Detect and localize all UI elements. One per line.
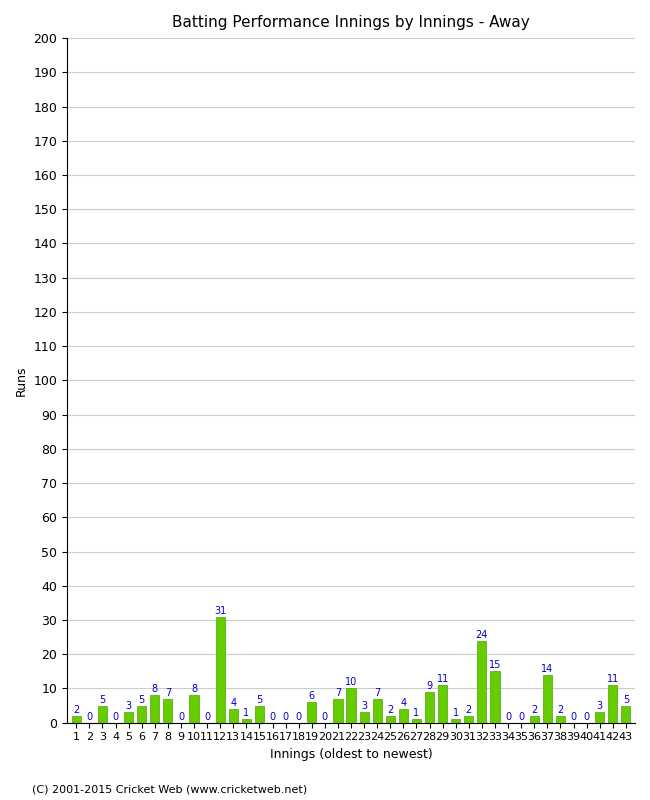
X-axis label: Innings (oldest to newest): Innings (oldest to newest) (270, 748, 432, 761)
Text: 14: 14 (541, 664, 553, 674)
Text: 8: 8 (191, 684, 197, 694)
Text: 15: 15 (489, 660, 501, 670)
Text: 3: 3 (361, 702, 367, 711)
Bar (359, 713, 369, 722)
Text: 3: 3 (597, 702, 603, 711)
Text: 0: 0 (112, 712, 119, 722)
Text: 2: 2 (387, 705, 393, 715)
Bar (346, 689, 356, 722)
Bar (72, 716, 81, 722)
Text: 4: 4 (230, 698, 237, 708)
Bar (229, 709, 238, 722)
Bar (490, 671, 500, 722)
Text: 2: 2 (531, 705, 538, 715)
Bar (477, 641, 486, 722)
Text: 4: 4 (400, 698, 406, 708)
Text: 0: 0 (571, 712, 577, 722)
Text: 7: 7 (374, 688, 380, 698)
Bar (595, 713, 604, 722)
Text: 10: 10 (345, 678, 358, 687)
Text: 9: 9 (426, 681, 433, 691)
Y-axis label: Runs: Runs (15, 365, 28, 396)
Bar (608, 685, 618, 722)
Text: 5: 5 (99, 694, 105, 705)
Text: 2: 2 (73, 705, 79, 715)
Text: 2: 2 (557, 705, 564, 715)
Text: 7: 7 (335, 688, 341, 698)
Text: 5: 5 (138, 694, 145, 705)
Text: 0: 0 (296, 712, 302, 722)
Bar (543, 674, 552, 722)
Bar (255, 706, 264, 722)
Bar (399, 709, 408, 722)
Text: 6: 6 (309, 691, 315, 701)
Bar (150, 695, 159, 722)
Bar (438, 685, 447, 722)
Text: 1: 1 (243, 708, 250, 718)
Text: 0: 0 (322, 712, 328, 722)
Bar (137, 706, 146, 722)
Text: (C) 2001-2015 Cricket Web (www.cricketweb.net): (C) 2001-2015 Cricket Web (www.cricketwe… (32, 784, 307, 794)
Text: 11: 11 (437, 674, 448, 684)
Text: 31: 31 (214, 606, 226, 615)
Text: 5: 5 (256, 694, 263, 705)
Text: 24: 24 (476, 630, 488, 639)
Text: 11: 11 (606, 674, 619, 684)
Text: 0: 0 (283, 712, 289, 722)
Bar (163, 698, 172, 722)
Bar (451, 719, 460, 722)
Text: 8: 8 (151, 684, 158, 694)
Text: 1: 1 (413, 708, 419, 718)
Text: 5: 5 (623, 694, 629, 705)
Bar (621, 706, 630, 722)
Bar (216, 617, 225, 722)
Bar (530, 716, 539, 722)
Title: Batting Performance Innings by Innings - Away: Batting Performance Innings by Innings -… (172, 15, 530, 30)
Bar (333, 698, 343, 722)
Bar (190, 695, 199, 722)
Text: 1: 1 (452, 708, 459, 718)
Bar (425, 692, 434, 722)
Text: 0: 0 (270, 712, 276, 722)
Bar (98, 706, 107, 722)
Text: 2: 2 (465, 705, 472, 715)
Text: 7: 7 (164, 688, 171, 698)
Bar (556, 716, 565, 722)
Bar (242, 719, 251, 722)
Text: 3: 3 (125, 702, 132, 711)
Text: 0: 0 (178, 712, 184, 722)
Text: 0: 0 (505, 712, 511, 722)
Text: 0: 0 (518, 712, 525, 722)
Text: 0: 0 (584, 712, 590, 722)
Text: 0: 0 (204, 712, 210, 722)
Bar (372, 698, 382, 722)
Text: 0: 0 (86, 712, 92, 722)
Bar (124, 713, 133, 722)
Bar (307, 702, 317, 722)
Bar (464, 716, 473, 722)
Bar (412, 719, 421, 722)
Bar (385, 716, 395, 722)
